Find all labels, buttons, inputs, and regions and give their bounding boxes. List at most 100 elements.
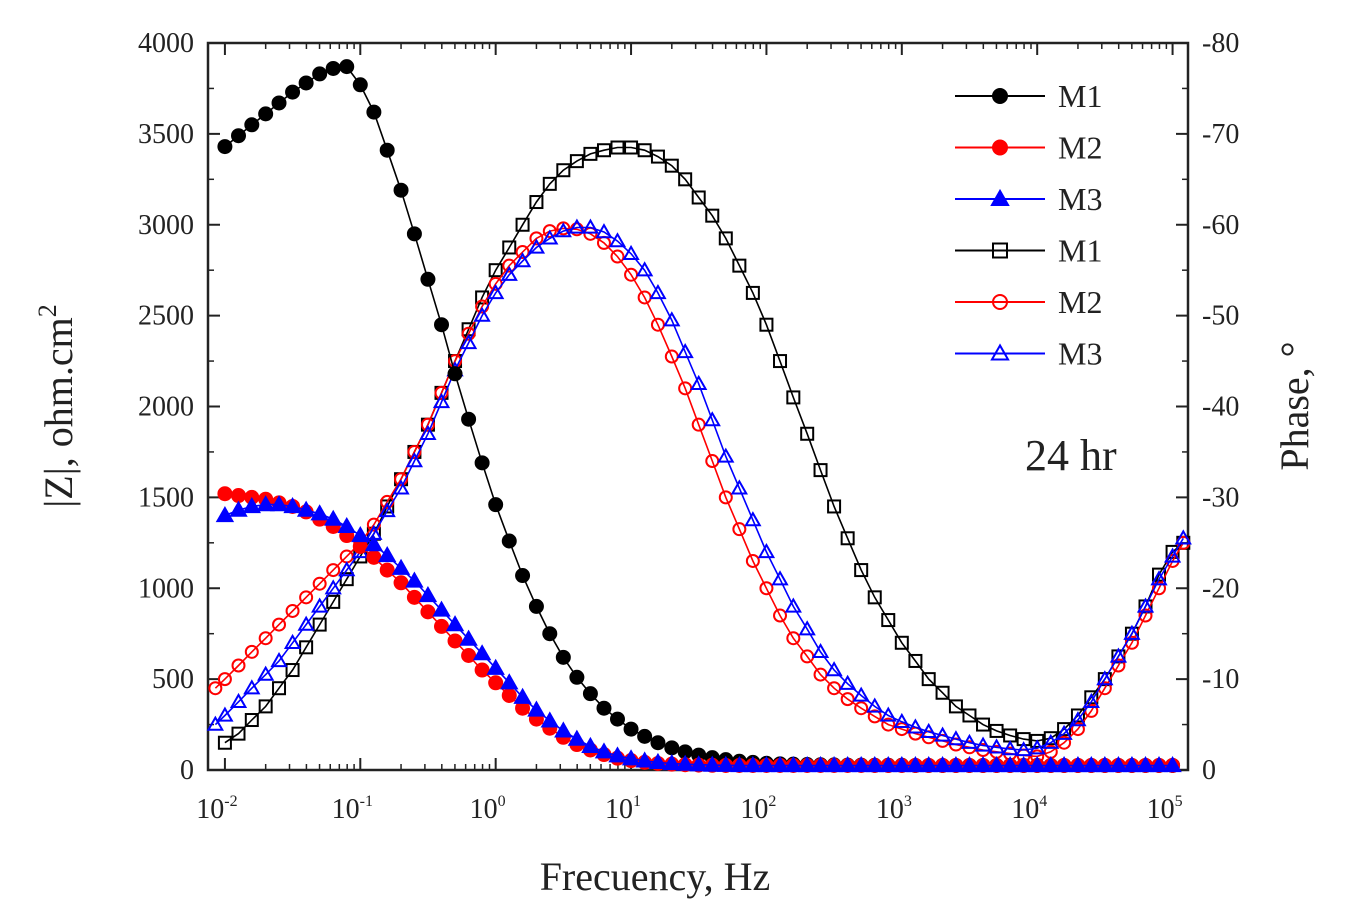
data-point-m2-impedance [217,486,233,502]
data-point-m3-impedance [1082,755,1101,773]
data-point-m2-phase [434,385,449,400]
data-point-m3-phase [757,542,776,559]
data-point-m2-phase [867,709,882,724]
data-point-m3-impedance [635,751,654,768]
data-point-m3-impedance [770,755,790,773]
data-point-m2-phase [773,608,788,623]
data-point-m3-impedance [324,509,343,526]
data-point-m3-phase [879,706,897,722]
series-m3-impedance [215,495,1182,773]
data-point-m3-phase [206,715,224,731]
data-point-m1-phase [244,713,259,728]
data-point-m3-phase [487,283,505,300]
data-point-m2-phase [759,581,774,596]
data-point-m3-impedance [1095,755,1115,773]
data-marks [206,59,1192,773]
data-point-m3-phase [311,597,329,613]
data-point-m3-impedance [608,746,627,763]
data-point-m1-phase [1070,708,1085,723]
data-point-m2-phase [208,681,223,696]
data-point-m1-phase [569,154,584,169]
data-point-m3-impedance [784,755,803,773]
data-point-m3-impedance [865,755,884,773]
data-point-m2-impedance [406,589,422,605]
data-point-m3-impedance [486,658,505,675]
data-point-m3-phase [811,642,830,659]
data-point-m2-phase [515,245,530,260]
data-point-m3-phase [636,261,654,277]
series-m3-phase [206,218,1192,757]
data-point-m1-impedance [393,182,409,198]
data-point-m3-phase [459,333,478,350]
data-point-m2-phase [461,326,476,341]
data-point-m3-phase [392,479,410,495]
legend-label: M2 [1058,284,1102,320]
data-point-m3-impedance [242,496,262,514]
legend-entry: M1 [955,78,1102,114]
x-tick-label: 104 [1011,793,1047,825]
data-point-m3-impedance [527,700,546,717]
data-point-m3-phase [527,238,546,254]
data-point-m2-phase [786,631,801,646]
data-point-m3-phase [1150,570,1168,586]
data-point-m1-phase [488,263,503,278]
x-tick-label: 103 [876,793,912,825]
data-point-m2-phase [650,317,665,332]
data-point-m1-impedance [420,271,436,287]
data-point-m2-phase [529,231,544,246]
data-point-m3-phase [216,706,234,722]
data-point-m1-phase [948,699,963,714]
x-tick-label-exp: 3 [904,793,912,810]
data-point-m1-impedance [244,117,260,133]
data-point-m3-impedance [730,755,749,773]
series-m1-phase [217,140,1191,750]
data-point-m1-phase [556,163,571,178]
y-left-tick-label: 1500 [138,482,194,513]
data-point-m3-phase [257,665,275,681]
data-point-m3-impedance [946,755,966,773]
data-point-m1-phase [732,258,747,273]
legend-marker [990,343,1010,361]
data-point-m3-phase [378,502,396,518]
data-point-m1-impedance [366,104,382,120]
data-point-m1-impedance [569,669,585,685]
series-line-m1-impedance [224,65,1173,767]
data-point-m2-impedance [488,675,504,691]
y-right-tick-label: -60 [1202,210,1239,241]
data-point-m3-impedance [716,755,735,772]
data-point-m3-phase [730,479,748,495]
data-point-m1-phase [637,143,652,158]
data-point-m3-impedance [1027,755,1047,773]
legend-label: M3 [1058,181,1102,217]
y-right-tick-label: -70 [1202,119,1239,150]
data-point-m2-phase [840,692,855,707]
data-point-m3-impedance [933,755,952,773]
data-point-m3-phase [690,374,708,390]
data-point-m1-impedance [285,84,301,100]
time-annotation: 24 hr [1025,431,1117,480]
data-point-m1-phase [921,672,936,687]
y-left-axis-title-main: |Z|, ohm.cm [36,317,81,507]
data-point-m3-impedance [1149,755,1169,773]
x-tick-label-exp: 1 [633,793,641,810]
data-point-m1-impedance [231,128,247,144]
data-point-m3-impedance [269,495,289,512]
data-point-m3-phase [649,283,667,300]
data-point-m3-impedance [689,755,708,772]
data-point-m1-phase [867,590,882,605]
data-point-m3-phase [568,218,586,234]
x-tick-label-exp: -1 [360,793,373,810]
data-point-m1-impedance [488,497,504,513]
data-point-m3-phase [595,223,613,239]
data-point-m3-phase [906,718,925,734]
data-point-m3-phase [405,452,424,468]
y-right-tick-label: -40 [1202,392,1239,423]
x-tick-label-base: 10 [605,794,633,825]
axis-ticks: 10-2 10-1 100 101 102 103 104 10505001000150020… [138,28,1239,825]
data-point-m3-impedance [703,755,722,772]
data-point-m3-impedance [256,495,275,512]
data-point-m1-impedance [298,75,314,91]
data-point-m1-phase [502,240,517,255]
x-tick-label-base: 10 [1011,794,1039,825]
